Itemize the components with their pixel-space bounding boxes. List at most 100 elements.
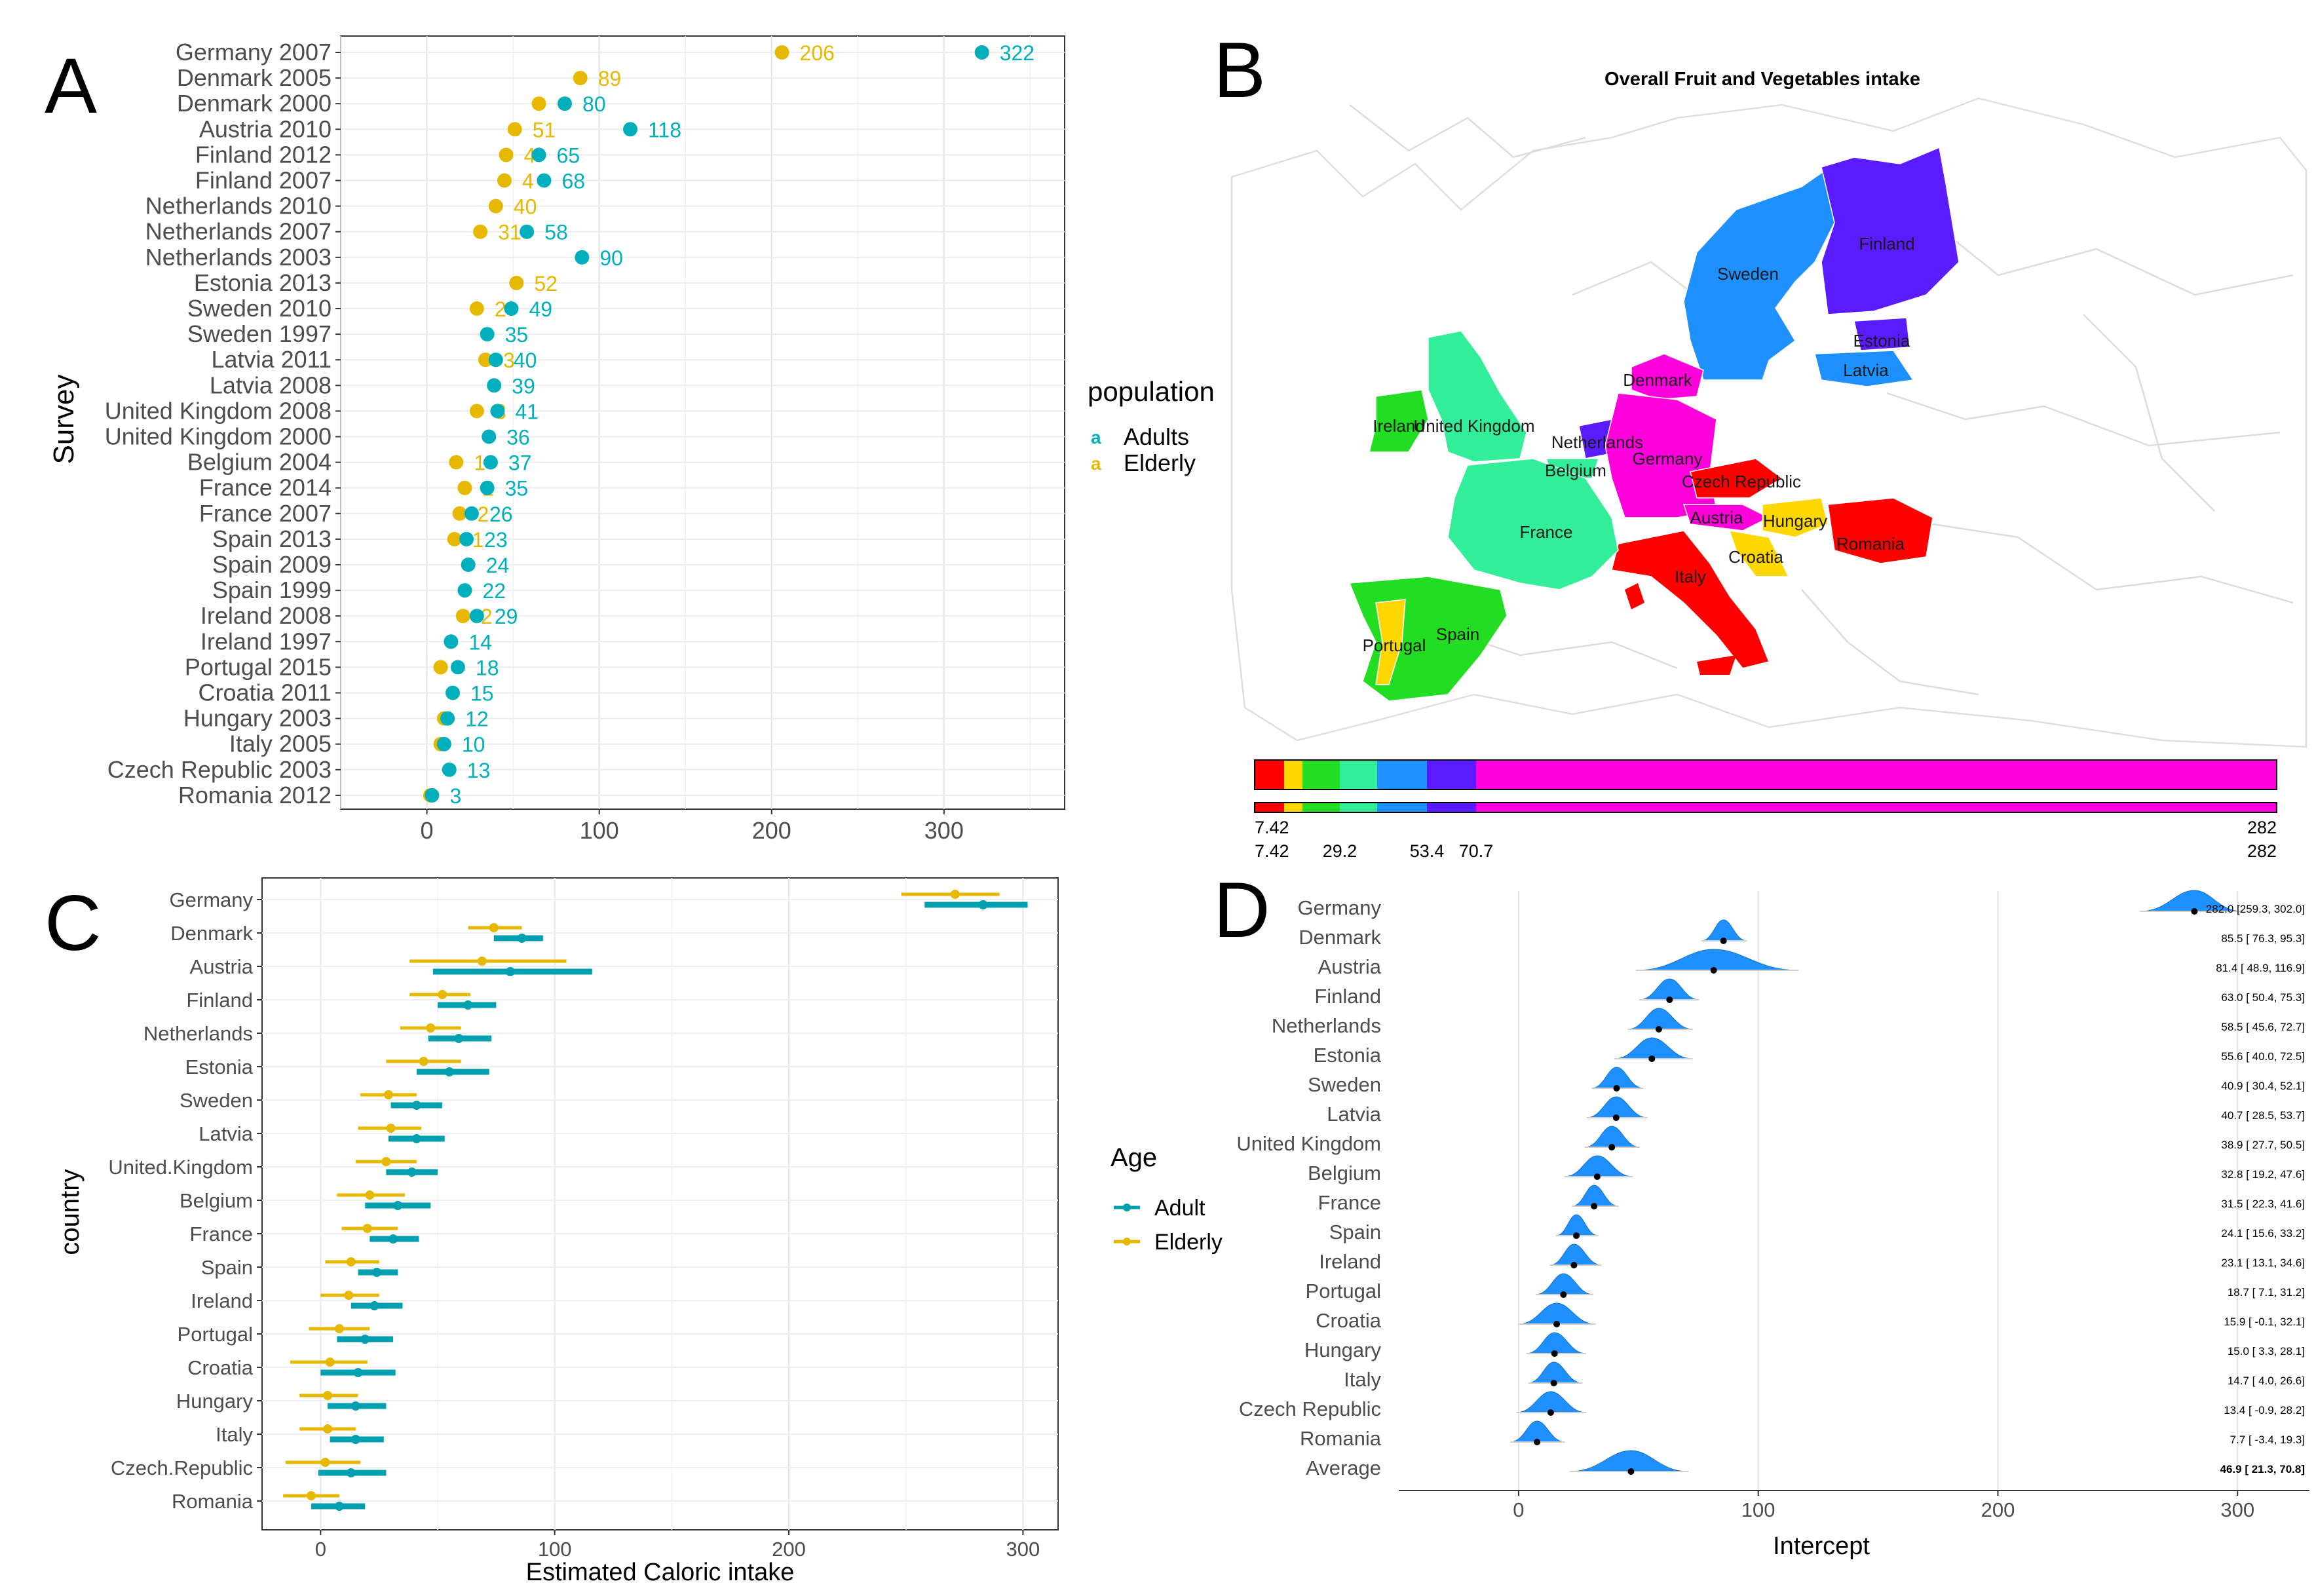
colorbar-segment-bottom	[1255, 803, 1284, 812]
panel-c-point-adult	[334, 1502, 344, 1511]
panel-a-legend-label: Elderly	[1124, 449, 1196, 476]
panel-a-data-label: 322	[1000, 41, 1035, 65]
map-region-estonia	[1853, 317, 1910, 351]
panel-a-ytick-label: Estonia 2013	[194, 269, 332, 296]
panel-a-ytick-label: United Kingdom 2000	[105, 423, 332, 450]
panel-a-data-label: 41	[515, 400, 539, 423]
panel-a-xtick-label: 0	[421, 817, 434, 844]
panel-d-point	[1613, 1085, 1620, 1092]
panel-c-point-adult	[351, 1401, 360, 1411]
panel-c-point-adult	[353, 1368, 363, 1377]
colorbar-segment-bottom	[1476, 803, 2277, 812]
panel-c-ytick-label: Estonia	[185, 1055, 254, 1078]
panel-d-density	[1572, 1185, 1619, 1207]
panel-d-density	[1591, 1067, 1644, 1089]
panel-c-ytick-label: Croatia	[187, 1356, 254, 1379]
panel-a-point-adults	[440, 711, 455, 726]
panel-d-value-label: 23.1 [ 13.1, 34.6]	[2221, 1257, 2305, 1269]
panel-letter-a: A	[45, 42, 97, 130]
panel-d-density	[1535, 1273, 1594, 1295]
panel-c-ytick-label: Sweden	[180, 1089, 253, 1112]
panel-d-value-label: 24.1 [ 15.6, 33.2]	[2221, 1227, 2305, 1240]
map-region-finland	[1821, 146, 1960, 315]
colorbar-segment-top	[1377, 760, 1427, 789]
panel-a-data-label: 4	[524, 143, 536, 167]
panel-a-ytick-label: Italy 2005	[229, 731, 332, 757]
panel-c-ylabel: country	[56, 1169, 85, 1255]
map-label: Ireland	[1373, 416, 1425, 436]
panel-c-ytick-label: Netherlands	[143, 1022, 253, 1045]
panel-c-ytick-label: Denmark	[170, 922, 253, 945]
panel-c-point-adult	[978, 900, 988, 909]
panel-d-point	[1534, 1439, 1541, 1445]
map-label: Latvia	[1843, 360, 1889, 380]
panel-c-point-adult	[463, 1000, 473, 1010]
panel-a-ytick-label: Denmark 2005	[177, 64, 332, 91]
panel-d-ytick-label: Denmark	[1299, 926, 1381, 949]
panel-d-xtick-label: 0	[1513, 1498, 1524, 1521]
panel-a-point-adults	[482, 429, 497, 444]
panel-d-value-label: 15.9 [ -0.1, 32.1]	[2224, 1316, 2305, 1328]
panel-a-ytick-label: Portugal 2015	[185, 653, 332, 680]
panel-c-point-adult	[393, 1201, 403, 1210]
panel-a-data-label: 24	[486, 554, 510, 577]
panel-a-ytick-label: Netherlands 2007	[145, 218, 332, 245]
panel-c-point-adult	[407, 1168, 417, 1177]
panel-a-point-elderly	[774, 45, 789, 60]
map-border-line	[1886, 392, 2281, 447]
panel-d-density	[1516, 1391, 1587, 1413]
panel-c-point-adult	[454, 1034, 464, 1043]
panel-c-xlabel: Estimated Caloric intake	[526, 1559, 795, 1586]
panel-a-point-adults	[425, 788, 440, 803]
panel-a-point-adults	[974, 45, 989, 60]
panel-c-point-elderly	[307, 1491, 316, 1500]
panel-a-point-adults	[537, 173, 552, 188]
panel-d-value-label: 58.5 [ 45.6, 72.7]	[2221, 1021, 2305, 1033]
panel-letter-b: B	[1213, 26, 1266, 114]
panel-a-point-adults	[450, 660, 465, 675]
map-border-line	[1932, 523, 2294, 604]
panel-d-ytick-label: Sweden	[1308, 1073, 1381, 1096]
colorbar-label-row2: 70.7	[1459, 841, 1494, 861]
map-border-line	[1349, 104, 1586, 159]
panel-a-point-elderly	[469, 404, 484, 419]
panel-d-point	[1720, 938, 1727, 944]
panel-a-data-label: 14	[468, 630, 492, 654]
panel-c-ytick-label: Czech.Republic	[111, 1456, 253, 1479]
colorbar-label-row1: 282	[2247, 818, 2277, 837]
panel-d-ytick-label: Ireland	[1319, 1250, 1381, 1273]
panel-c-point-elderly	[383, 1090, 393, 1099]
map-label: Portugal	[1363, 636, 1426, 655]
panel-d-density	[2140, 890, 2243, 912]
map-label: Czech Republic	[1682, 472, 1801, 491]
panel-b-map: Overall Fruit and Vegetables intake Swede…	[1230, 69, 2307, 861]
panel-d-value-label: 40.9 [ 30.4, 52.1]	[2221, 1080, 2305, 1092]
panel-d-point	[1560, 1291, 1567, 1298]
panel-a-data-label: 206	[800, 41, 835, 65]
panel-c-point-adult	[389, 1234, 398, 1244]
panel-c-point-elderly	[365, 1190, 375, 1200]
panel-d-xtick-label: 300	[2220, 1498, 2254, 1521]
panel-a-point-adults	[575, 250, 590, 265]
panel-c-point-adult	[360, 1335, 370, 1344]
panel-d-density	[1587, 1096, 1648, 1118]
panel-d-density	[1614, 1037, 1693, 1059]
panel-d-value-label: 85.5 [ 76.3, 95.3]	[2221, 932, 2305, 945]
panel-a-data-label: 2	[478, 503, 489, 526]
map-background-land	[1230, 97, 2307, 748]
panel-a-data-label: 37	[508, 451, 532, 475]
colorbar-segment-top	[1284, 760, 1302, 789]
panel-a-point-elderly	[449, 455, 464, 470]
panel-a-data-label: 2	[495, 297, 506, 321]
panel-d-ytick-label: Czech Republic	[1239, 1397, 1381, 1420]
panel-d-point	[1547, 1409, 1554, 1416]
panel-a-point-elderly	[433, 660, 448, 675]
panel-c-point-elderly	[325, 1358, 335, 1367]
map-region-romania	[1827, 497, 1933, 564]
panel-d-value-label: 63.0 [ 50.4, 75.3]	[2221, 991, 2305, 1004]
map-label: United Kingdom	[1414, 416, 1535, 436]
panel-d-ytick-label: Finland	[1314, 985, 1381, 1008]
panel-d-ytick-label: Romania	[1300, 1427, 1382, 1450]
panel-d-density	[1585, 1126, 1640, 1148]
